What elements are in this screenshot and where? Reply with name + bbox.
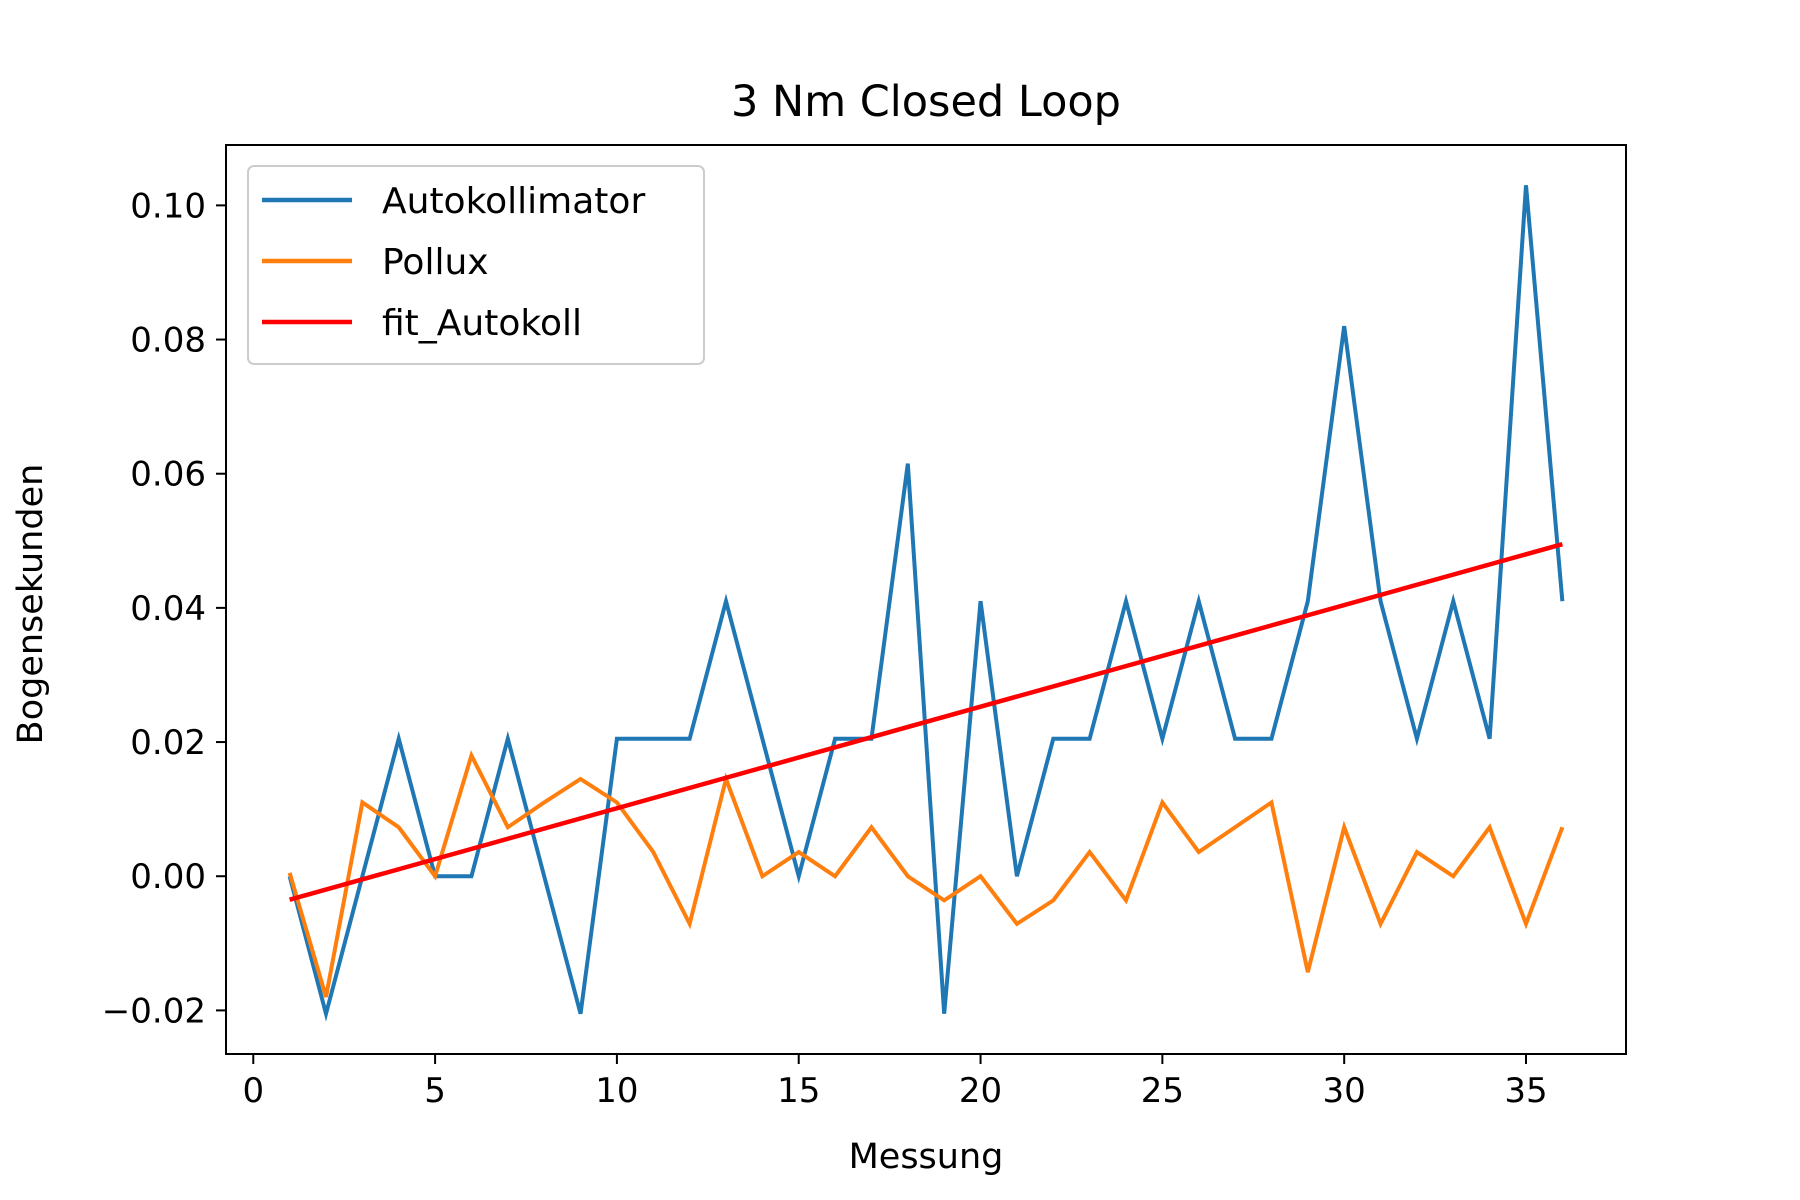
y-tick-label: 0.04 <box>130 589 206 629</box>
legend-label: Pollux <box>382 242 489 283</box>
chart-title: 3 Nm Closed Loop <box>731 77 1121 127</box>
x-tick-label: 0 <box>242 1071 264 1111</box>
x-axis-label: Messung <box>849 1137 1004 1177</box>
series-line-autokollimator <box>287 185 1565 1022</box>
y-tick-label: 0.08 <box>130 321 206 361</box>
x-tick-label: 5 <box>424 1071 446 1111</box>
x-tick-label: 30 <box>1323 1071 1366 1111</box>
series-line-fit-autokoll <box>289 541 1563 902</box>
y-tick-label: 0.10 <box>130 186 206 226</box>
x-tick-label: 25 <box>1141 1071 1184 1111</box>
y-tick-label: 0.02 <box>130 723 206 763</box>
plot-frame <box>225 144 1627 1055</box>
y-tick-label: −0.02 <box>102 991 206 1031</box>
legend: Autokollimator Pollux fit_Autokoll <box>247 165 705 365</box>
x-tick-label: 35 <box>1504 1071 1547 1111</box>
y-tick-label: 0.00 <box>130 857 206 897</box>
x-tick-label: 15 <box>777 1071 820 1111</box>
x-axis: 0 5 10 15 20 25 30 35 <box>242 1054 1548 1111</box>
y-tick-label: 0.06 <box>130 455 206 495</box>
y-axis: −0.02 0.00 0.02 0.04 0.06 0.08 0.10 <box>102 186 226 1031</box>
series-layer <box>287 185 1565 1022</box>
series-line-pollux <box>287 750 1565 998</box>
legend-label: Autokollimator <box>382 181 645 222</box>
x-tick-label: 10 <box>595 1071 638 1111</box>
y-axis-label: Bogensekunden <box>11 464 51 745</box>
legend-box <box>247 165 705 365</box>
x-tick-label: 20 <box>959 1071 1002 1111</box>
legend-label: fit_Autokoll <box>382 303 582 344</box>
